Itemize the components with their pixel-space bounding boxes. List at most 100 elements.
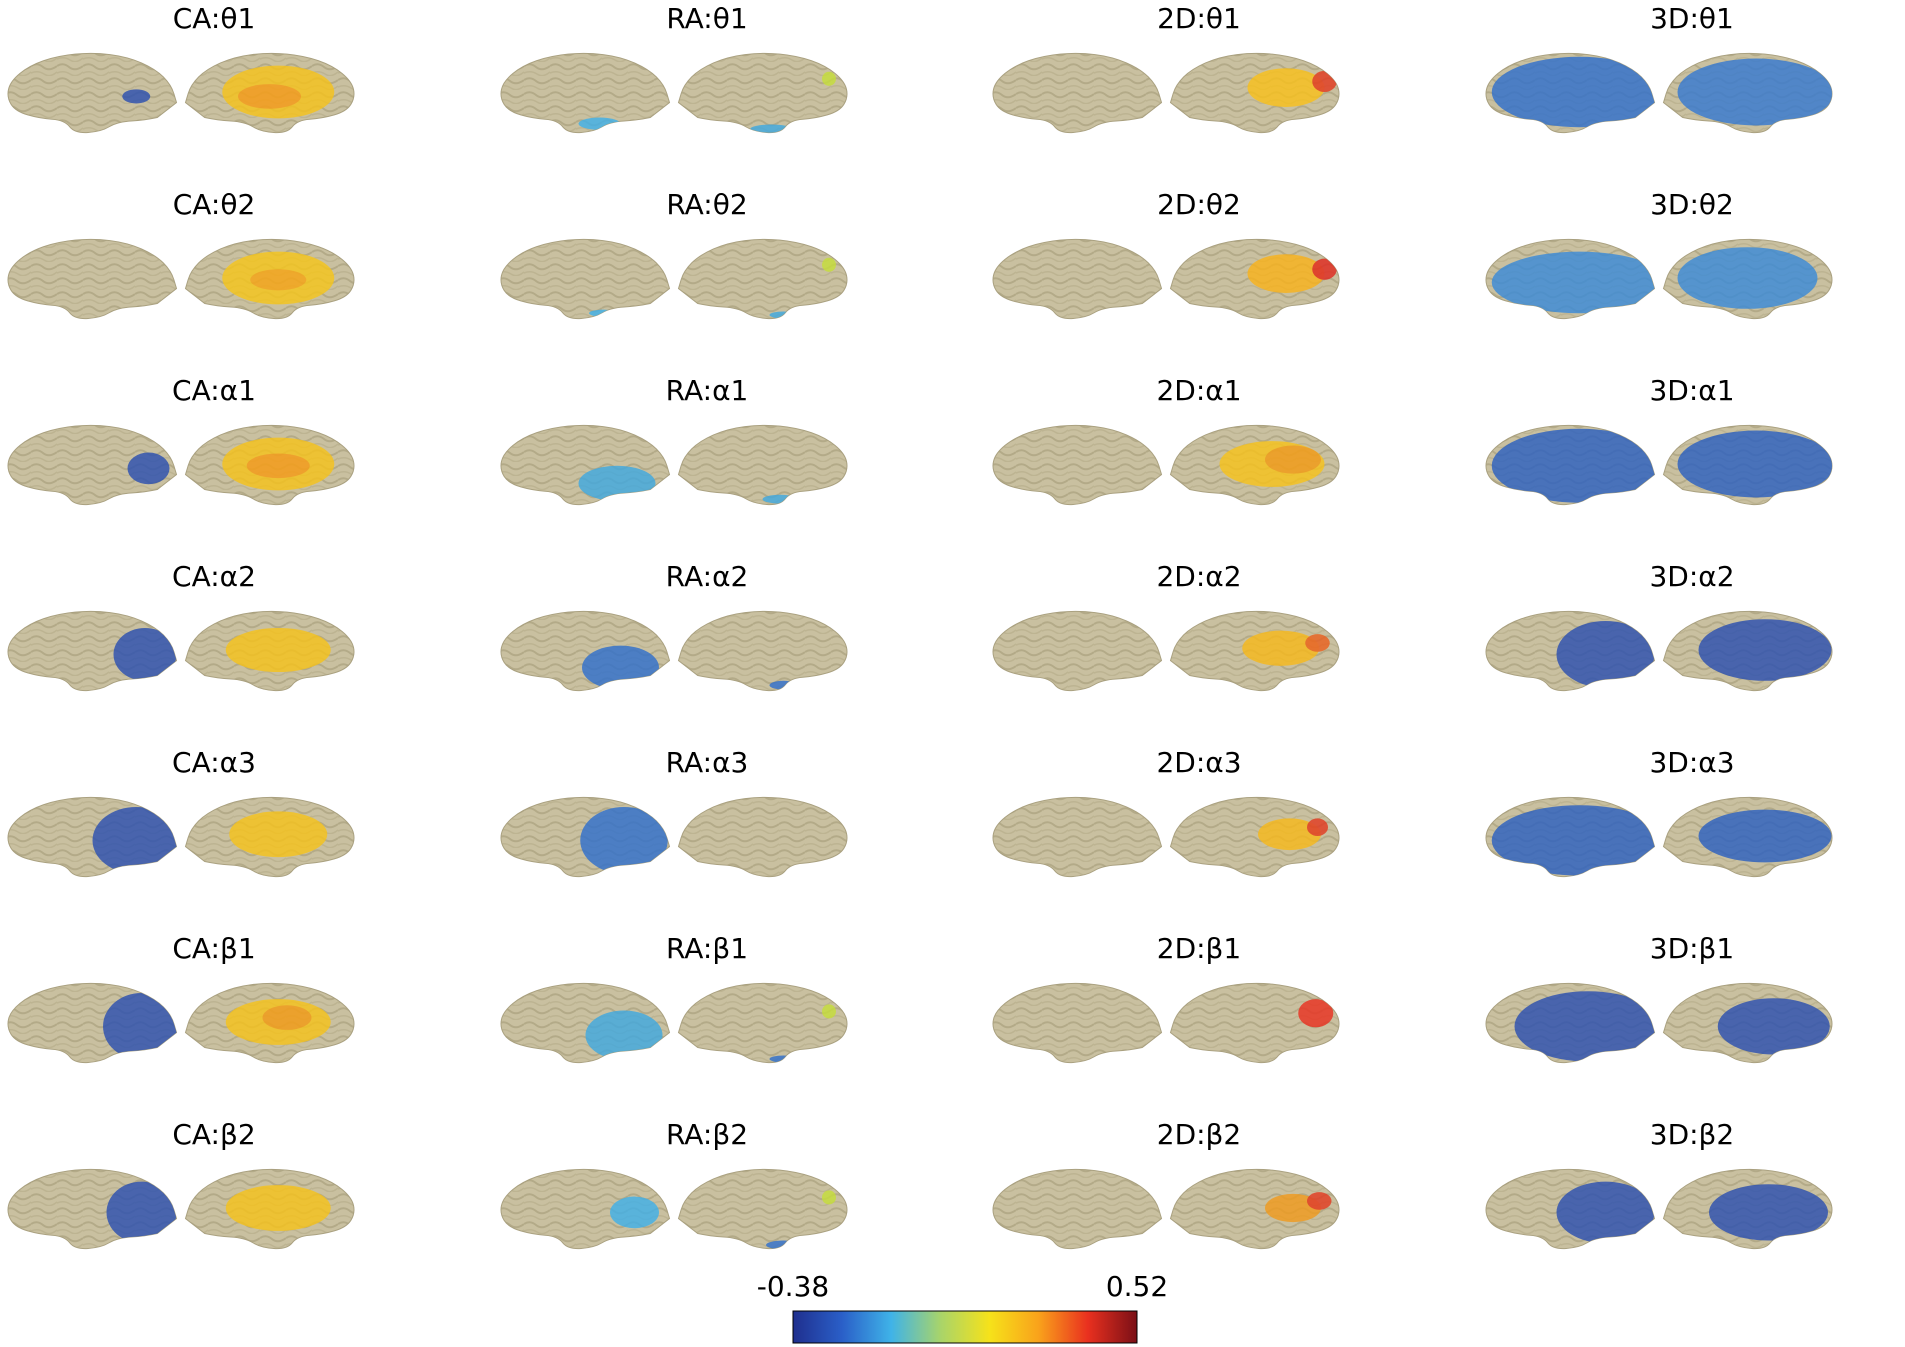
panel-title: CA:β2 [172,1118,255,1151]
cortex-surface [992,610,1163,692]
right-hemisphere [677,610,848,692]
panel-title: CA:α3 [172,746,256,779]
activation-region [769,680,798,690]
panel: 3D:α2 [1485,560,1833,692]
panel-title: 2D:α3 [1156,746,1241,779]
activation-region [582,645,659,690]
activation-region [1709,1184,1828,1241]
activation-region [262,1005,312,1030]
activation-region [238,84,301,109]
panel: CA:β1 [7,932,355,1064]
panel-title: 2D:α1 [1156,374,1241,407]
panel-title: CA:β1 [172,932,255,965]
activation-region [578,117,621,130]
activation-region [1698,809,1832,863]
activation-region [1312,70,1337,92]
panel-title: CA:α2 [172,560,256,593]
colorbar: -0.38 0.52 [757,1270,1168,1344]
panel: 3D:β1 [1485,932,1833,1064]
panel: 2D:θ1 [992,2,1340,134]
panel: RA:α3 [500,746,848,878]
panel-title: 2D:α2 [1156,560,1241,593]
activation-region [225,1185,331,1231]
right-hemisphere [1662,610,1833,692]
panel-title: RA:α2 [666,560,749,593]
cortex-surface [992,52,1163,134]
panel: 2D:α1 [992,374,1340,506]
activation-region [246,453,310,479]
panel-title: 2D:θ1 [1157,2,1241,35]
panel: CA:α3 [7,746,355,878]
activation-region [1698,619,1832,681]
panel: RA:α1 [500,374,848,506]
activation-region [1556,620,1655,688]
panel: CA:β2 [7,1118,355,1250]
panel-title: CA:θ1 [173,2,256,35]
right-hemisphere [1169,238,1340,320]
right-hemisphere [1169,982,1340,1064]
right-hemisphere [677,982,848,1064]
panel-title: 3D:β2 [1650,1118,1735,1151]
left-hemisphere [500,424,671,506]
right-hemisphere [1662,1168,1833,1250]
activation-region [822,1190,836,1205]
activation-region [822,71,836,86]
activation-region [225,628,331,672]
panel-title: 3D:α2 [1649,560,1734,593]
activation-region [122,89,151,104]
left-hemisphere [7,52,178,134]
cortex-surface [992,1168,1163,1250]
left-hemisphere [500,982,671,1064]
activation-region [580,806,668,874]
left-hemisphere [992,796,1163,878]
activation-region [250,269,307,291]
cortex-surface [677,238,848,320]
panel-title: 2D:β2 [1157,1118,1242,1151]
activation-region [1491,428,1655,503]
panel: CA:θ2 [7,188,355,320]
activation-region [113,628,177,681]
panel-title: RA:α3 [666,746,749,779]
activation-region [1491,56,1655,128]
left-hemisphere [7,1168,178,1250]
panel-title: 2D:β1 [1157,932,1242,965]
left-hemisphere [1485,52,1656,134]
right-hemisphere [184,424,355,506]
cortex-surface [7,52,178,134]
activation-region [1265,445,1321,474]
right-hemisphere [184,52,355,134]
left-hemisphere [500,1168,671,1250]
cortex-surface [677,424,848,506]
right-hemisphere [1169,1168,1340,1250]
activation-region [1298,999,1334,1028]
left-hemisphere [500,52,671,134]
panel: 2D:α2 [992,560,1340,692]
activation-region [103,992,177,1060]
panel: 3D:α3 [1485,746,1833,878]
activation-region [1312,258,1337,280]
right-hemisphere [1662,796,1833,878]
activation-region [589,309,617,317]
left-hemisphere [500,796,671,878]
activation-region [127,452,170,485]
right-hemisphere [1662,238,1833,320]
panel: 2D:θ2 [992,188,1340,320]
panel: RA:β1 [500,932,848,1064]
left-hemisphere [1485,610,1656,692]
left-hemisphere [7,982,178,1064]
activation-region [1305,634,1330,652]
right-hemisphere [1169,52,1340,134]
left-hemisphere [1485,982,1656,1064]
right-hemisphere [1662,52,1833,134]
left-hemisphere [992,52,1163,134]
panel: 2D:α3 [992,746,1340,878]
panel-title: 3D:α1 [1649,374,1734,407]
panel-title: 3D:α3 [1649,746,1734,779]
panel-title: RA:β2 [666,1118,748,1151]
activation-region [1491,805,1655,876]
colorbar-min-label: -0.38 [757,1270,829,1303]
left-hemisphere [1485,1168,1656,1250]
cortex-surface [992,424,1163,506]
right-hemisphere [1169,796,1340,878]
activation-region [822,257,836,272]
